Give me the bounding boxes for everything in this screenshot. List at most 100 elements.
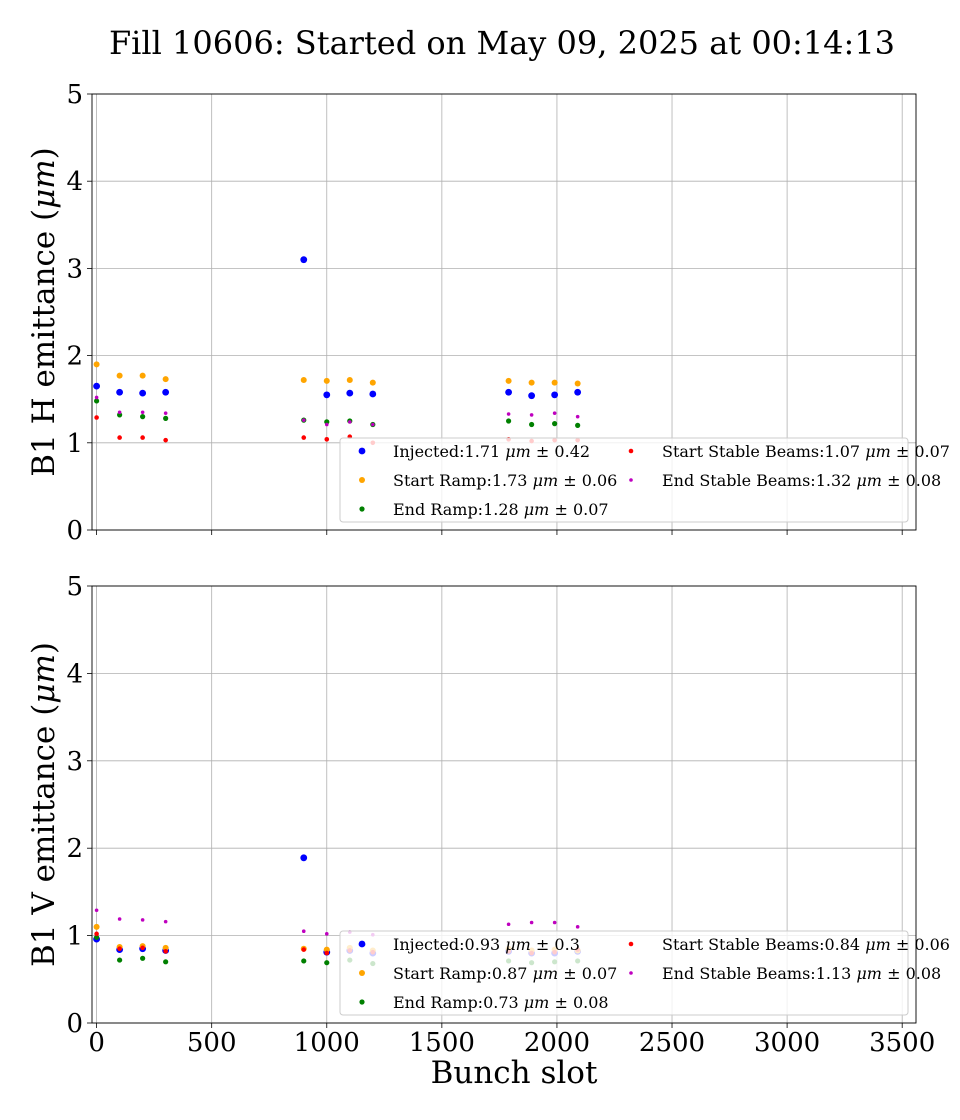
x-tick-label: 3000 xyxy=(754,1028,820,1058)
data-point xyxy=(94,398,100,404)
data-point xyxy=(301,947,307,952)
data-point xyxy=(574,388,582,396)
data-point xyxy=(162,376,169,383)
y-tick-label: 2 xyxy=(66,342,83,372)
y-tick-label: 5 xyxy=(66,572,83,602)
data-point xyxy=(551,391,559,399)
legend-marker xyxy=(359,970,365,976)
data-point xyxy=(505,377,512,384)
series-injected xyxy=(93,256,582,400)
data-point xyxy=(140,410,145,415)
data-point xyxy=(116,372,123,379)
y-axis-label: B1 H emittance (μm) xyxy=(26,147,62,477)
data-point xyxy=(324,437,330,442)
data-point xyxy=(506,412,511,416)
data-point xyxy=(139,389,147,397)
x-tick-label: 1000 xyxy=(294,1028,360,1058)
legend-marker xyxy=(628,941,634,947)
data-point xyxy=(575,414,580,419)
data-point xyxy=(528,392,536,400)
data-point xyxy=(93,361,100,368)
legend-marker xyxy=(359,999,365,1005)
data-point xyxy=(301,435,307,440)
data-point xyxy=(324,422,329,427)
legend-label: Injected:1.71 μm ± 0.42 xyxy=(393,442,590,461)
data-point xyxy=(163,437,168,443)
data-point xyxy=(117,412,123,418)
y-tick-label: 3 xyxy=(66,254,83,284)
data-point xyxy=(94,395,99,400)
legend-item: Injected:0.93 μm ± 0.3 xyxy=(358,935,580,954)
legend-marker xyxy=(629,478,633,482)
data-point xyxy=(94,908,99,913)
data-point xyxy=(323,946,330,953)
data-point xyxy=(300,377,307,384)
x-tick-label: 0 xyxy=(88,1028,105,1058)
data-point xyxy=(529,920,534,925)
data-point xyxy=(552,920,557,925)
data-point xyxy=(117,435,122,440)
y-tick-label: 4 xyxy=(66,167,83,197)
data-point xyxy=(93,382,101,390)
y-tick-label: 0 xyxy=(66,516,83,546)
data-point xyxy=(117,946,122,952)
legend-item: End Ramp:1.28 μm ± 0.07 xyxy=(359,500,609,519)
series-end-stable-beams xyxy=(94,395,580,427)
data-point xyxy=(94,415,99,420)
legend-item: Injected:1.71 μm ± 0.42 xyxy=(358,442,590,461)
legend-label: Start Ramp:1.73 μm ± 0.06 xyxy=(393,471,617,490)
data-point xyxy=(117,917,122,921)
data-point xyxy=(162,388,170,396)
legend: Injected:1.71 μm ± 0.42 Start Ramp:1.73 μ… xyxy=(339,437,950,523)
legend-label: Start Ramp:0.87 μm ± 0.07 xyxy=(393,964,617,983)
data-point xyxy=(93,923,100,930)
x-tick-label: 500 xyxy=(187,1028,237,1058)
data-point xyxy=(369,390,377,398)
data-point xyxy=(140,435,145,440)
data-point xyxy=(117,410,122,415)
legend-item: End Stable Beams:1.32 μm ± 0.08 xyxy=(629,471,941,490)
figure-title: Fill 10606: Started on May 09, 2025 at 0… xyxy=(108,24,896,62)
legend-marker xyxy=(358,447,366,455)
data-point xyxy=(371,422,375,427)
legend: Injected:0.93 μm ± 0.3 Start Ramp:0.87 μm… xyxy=(339,930,950,1016)
data-point xyxy=(140,955,146,961)
x-tick-label: 3500 xyxy=(869,1028,935,1058)
data-point xyxy=(575,925,580,929)
y-tick-label: 1 xyxy=(66,429,83,459)
y-tick-label: 1 xyxy=(66,922,83,952)
data-point xyxy=(506,418,512,424)
legend-marker xyxy=(359,477,365,483)
x-tick-label: 2000 xyxy=(524,1028,590,1058)
legend-item: Start Ramp:0.87 μm ± 0.07 xyxy=(359,964,617,983)
x-axis-label: Bunch slot xyxy=(431,1055,598,1091)
data-point xyxy=(163,949,168,954)
plot-panel-1: 0 1 2 3 4 5 B1 H emittance (μm) Injected:1.71 μ… xyxy=(26,80,950,546)
legend-marker xyxy=(358,940,366,948)
x-tick-label: 1500 xyxy=(409,1028,475,1058)
data-point xyxy=(117,957,123,963)
data-point xyxy=(139,372,146,379)
legend-marker xyxy=(629,971,633,975)
legend-item: Start Stable Beams:0.84 μm ± 0.06 xyxy=(628,935,950,954)
legend-marker xyxy=(359,506,365,512)
data-point xyxy=(163,919,168,924)
data-point xyxy=(301,929,306,934)
series-start-ramp xyxy=(93,361,581,387)
data-point xyxy=(323,391,331,399)
data-point xyxy=(116,388,124,396)
data-point xyxy=(94,931,99,937)
legend-item: Start Ramp:1.73 μm ± 0.06 xyxy=(359,471,617,490)
legend-item: End Ramp:0.73 μm ± 0.08 xyxy=(359,993,609,1012)
y-tick-label: 0 xyxy=(66,1009,83,1039)
data-point xyxy=(162,944,169,951)
data-point xyxy=(323,377,330,384)
data-point xyxy=(552,421,558,427)
data-point xyxy=(324,419,330,425)
data-point xyxy=(574,380,581,387)
legend-box xyxy=(339,437,909,523)
y-tick-label: 2 xyxy=(66,834,83,864)
data-point xyxy=(324,932,329,936)
data-point xyxy=(140,414,146,420)
